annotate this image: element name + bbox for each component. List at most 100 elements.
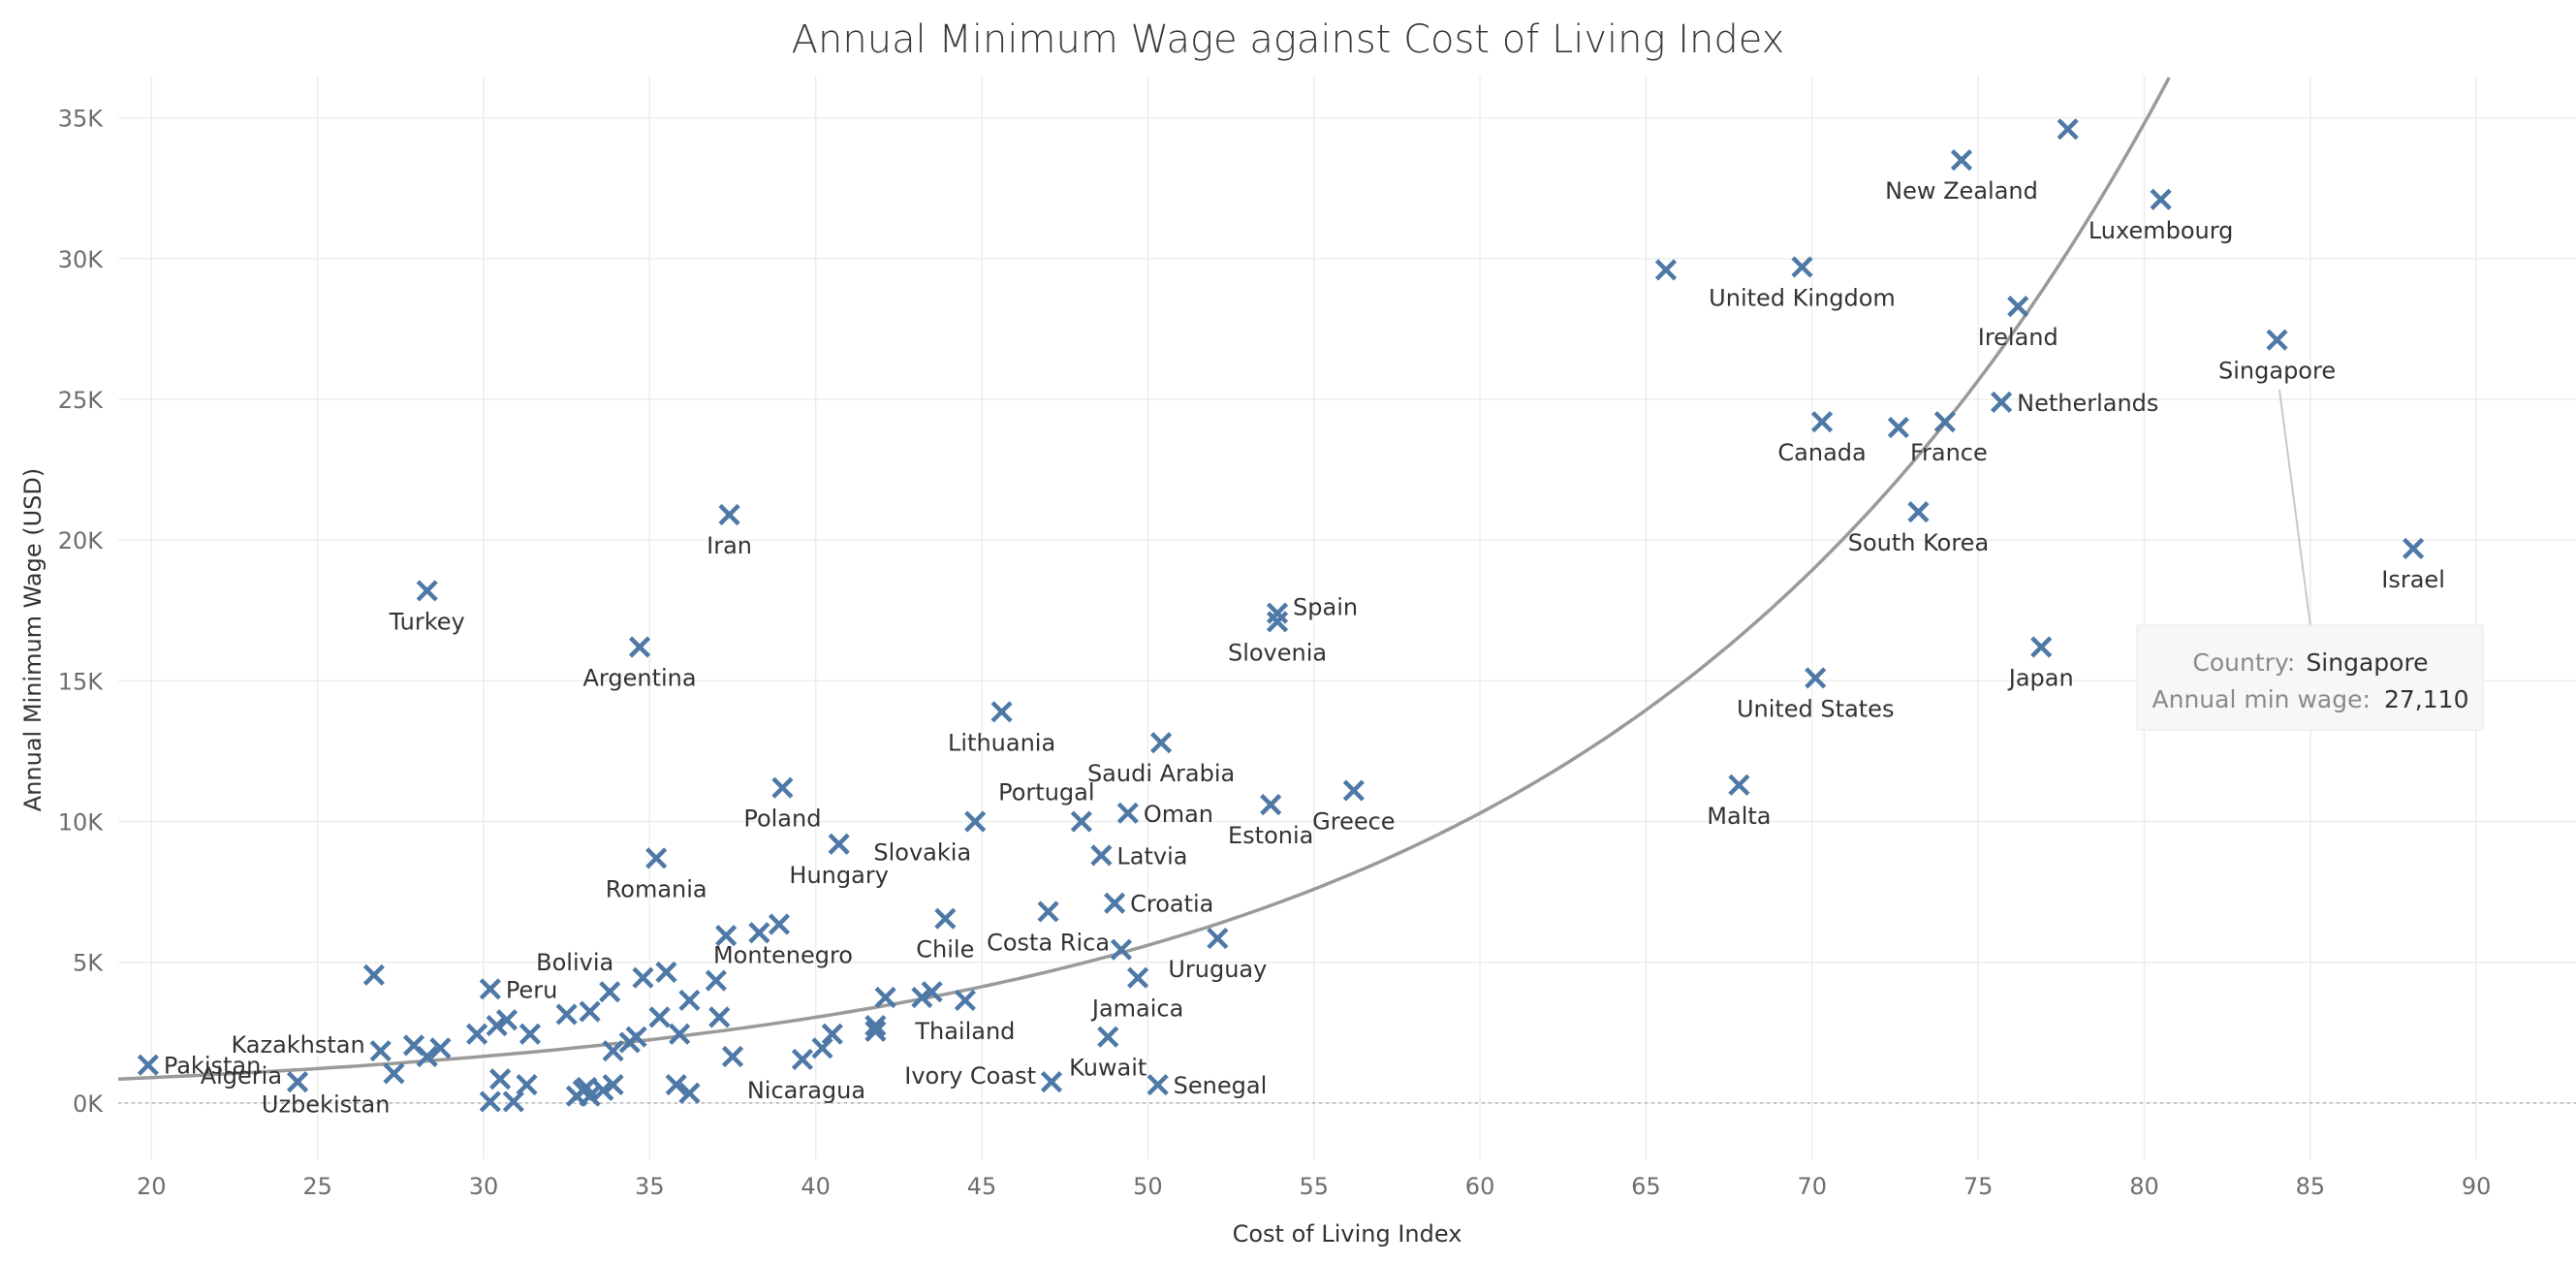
data-point[interactable]	[1342, 779, 1365, 802]
data-point[interactable]	[715, 925, 738, 947]
data-point[interactable]	[1207, 927, 1229, 950]
data-point[interactable]	[768, 913, 791, 935]
x-tick-label: 65	[1631, 1173, 1661, 1200]
data-point[interactable]	[705, 969, 727, 992]
data-point[interactable]	[1266, 602, 1289, 624]
data-point[interactable]	[669, 1023, 691, 1045]
data-point[interactable]	[479, 978, 501, 1000]
point-label: Ireland	[1978, 324, 2058, 351]
data-point[interactable]	[579, 1085, 601, 1107]
point-label: Kazakhstan	[231, 1031, 364, 1059]
data-point[interactable]	[828, 833, 850, 855]
data-point[interactable]	[1116, 802, 1139, 824]
data-point[interactable]	[2057, 118, 2079, 141]
data-point[interactable]	[1907, 501, 1930, 523]
data-point[interactable]	[934, 907, 957, 930]
data-point[interactable]	[599, 981, 621, 1003]
data-point[interactable]	[771, 776, 794, 799]
y-tick-label: 5K	[73, 950, 104, 977]
data-point[interactable]	[579, 1000, 601, 1023]
data-point[interactable]	[479, 1090, 501, 1113]
data-point[interactable]	[1654, 259, 1678, 281]
data-point[interactable]	[628, 636, 651, 658]
data-point[interactable]	[678, 1082, 701, 1104]
data-point[interactable]	[748, 922, 770, 944]
x-axis-title: Cost of Living Index	[1233, 1220, 1462, 1248]
data-point[interactable]	[1887, 416, 1909, 439]
data-point[interactable]	[1090, 844, 1113, 867]
data-point[interactable]	[555, 1003, 578, 1026]
data-point[interactable]	[2150, 188, 2172, 210]
data-point[interactable]	[2030, 636, 2053, 658]
data-point[interactable]	[369, 1040, 392, 1062]
data-point[interactable]	[648, 1006, 671, 1028]
data-point[interactable]	[874, 986, 896, 1009]
x-tick-label: 55	[1299, 1173, 1329, 1200]
data-point[interactable]	[602, 1073, 624, 1096]
data-point[interactable]	[678, 989, 701, 1012]
data-point[interactable]	[489, 1068, 512, 1090]
data-point[interactable]	[486, 1014, 508, 1037]
data-point[interactable]	[990, 701, 1013, 723]
data-point[interactable]	[625, 1026, 647, 1048]
data-point[interactable]	[721, 1045, 744, 1068]
data-point[interactable]	[1933, 411, 1956, 433]
data-point[interactable]	[416, 580, 438, 602]
y-axis-title: Annual Minimum Wage (USD)	[19, 468, 47, 811]
data-point[interactable]	[718, 503, 740, 526]
data-point[interactable]	[2266, 329, 2288, 351]
data-point[interactable]	[708, 1006, 731, 1028]
data-point[interactable]	[791, 1048, 814, 1071]
data-point[interactable]	[137, 1054, 159, 1076]
data-point[interactable]	[429, 1037, 452, 1059]
data-point[interactable]	[1147, 1073, 1169, 1096]
data-point[interactable]	[1097, 1026, 1119, 1048]
data-point[interactable]	[911, 986, 933, 1009]
data-point[interactable]	[1266, 611, 1289, 633]
data-point[interactable]	[665, 1073, 687, 1096]
data-point[interactable]	[921, 981, 943, 1003]
data-point[interactable]	[362, 964, 385, 986]
data-point[interactable]	[1149, 732, 1173, 754]
data-point[interactable]	[2007, 296, 2029, 318]
data-point[interactable]	[632, 966, 654, 989]
point-label: Israel	[2381, 566, 2445, 593]
data-point[interactable]	[1810, 411, 1834, 433]
data-point[interactable]	[1070, 810, 1092, 833]
data-point[interactable]	[1950, 149, 1973, 172]
data-point[interactable]	[495, 1009, 518, 1031]
data-point[interactable]	[811, 1037, 833, 1059]
data-point[interactable]	[592, 1079, 614, 1101]
y-tick-label: 25K	[58, 387, 105, 414]
y-tick-label: 30K	[58, 246, 105, 273]
point-label: Singapore	[2218, 358, 2336, 385]
data-point[interactable]	[2402, 537, 2425, 559]
data-point[interactable]	[1040, 1071, 1063, 1093]
data-point[interactable]	[1037, 901, 1059, 923]
data-point[interactable]	[864, 1020, 887, 1042]
data-point[interactable]	[1805, 667, 1827, 689]
data-point[interactable]	[602, 1040, 624, 1062]
point-label: Greece	[1312, 808, 1395, 836]
data-point[interactable]	[1127, 966, 1149, 989]
data-point[interactable]	[1260, 794, 1282, 816]
data-point[interactable]	[416, 1045, 438, 1068]
data-point[interactable]	[502, 1090, 524, 1113]
data-point[interactable]	[1728, 774, 1750, 796]
data-point[interactable]	[286, 1071, 309, 1093]
data-point[interactable]	[383, 1062, 405, 1085]
data-point[interactable]	[516, 1073, 538, 1096]
data-point[interactable]	[821, 1023, 843, 1045]
data-point[interactable]	[466, 1023, 488, 1045]
data-point[interactable]	[964, 810, 987, 833]
data-point[interactable]	[954, 989, 976, 1012]
data-point[interactable]	[1991, 391, 2013, 413]
data-point[interactable]	[1791, 256, 1813, 278]
data-point[interactable]	[864, 1014, 887, 1037]
data-point[interactable]	[518, 1023, 542, 1045]
data-point[interactable]	[1104, 892, 1126, 914]
data-point[interactable]	[655, 961, 677, 983]
point-label: Uruguay	[1168, 956, 1267, 983]
data-point[interactable]	[1110, 938, 1133, 961]
data-point[interactable]	[645, 847, 668, 869]
